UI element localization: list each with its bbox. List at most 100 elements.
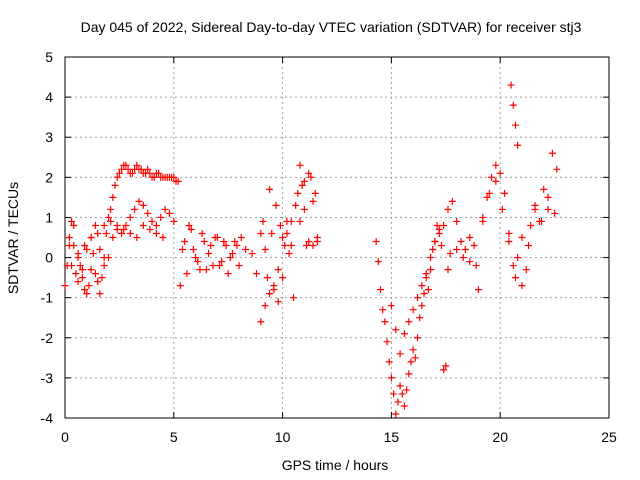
- data-point: [531, 205, 539, 213]
- data-point: [405, 370, 413, 378]
- data-point: [161, 205, 169, 213]
- data-point: [266, 185, 274, 193]
- data-point: [122, 221, 130, 229]
- grid: [65, 57, 609, 418]
- data-point: [152, 229, 160, 237]
- data-point: [237, 234, 245, 241]
- data-point: [405, 318, 413, 326]
- data-point: [257, 318, 265, 326]
- data-point: [444, 205, 452, 213]
- data-point: [524, 242, 532, 250]
- data-point: [459, 254, 467, 262]
- data-point: [187, 225, 195, 233]
- data-point: [181, 238, 189, 246]
- data-point: [189, 246, 197, 254]
- data-point: [514, 254, 522, 262]
- data-point: [235, 262, 243, 270]
- data-point: [137, 165, 145, 173]
- data-point: [427, 254, 435, 262]
- data-point: [407, 358, 415, 366]
- data-point: [215, 262, 223, 270]
- data-point: [131, 205, 139, 213]
- data-point: [485, 189, 493, 197]
- data-point: [394, 398, 402, 406]
- data-point: [440, 221, 448, 229]
- data-point: [538, 217, 546, 225]
- data-point: [70, 221, 78, 229]
- data-point: [379, 306, 387, 314]
- data-point: [159, 234, 167, 241]
- data-point: [78, 266, 86, 274]
- data-point: [170, 217, 178, 225]
- data-point: [65, 234, 73, 241]
- data-point: [185, 221, 193, 229]
- data-point: [466, 234, 474, 241]
- data-point: [377, 286, 385, 294]
- data-point: [300, 205, 308, 213]
- data-point: [183, 270, 191, 278]
- data-point: [224, 270, 232, 278]
- data-point: [414, 294, 422, 302]
- data-point: [289, 294, 297, 302]
- data-point: [242, 246, 250, 254]
- data-point: [248, 250, 256, 258]
- data-point: [133, 161, 141, 169]
- data-point: [431, 238, 439, 246]
- data-point: [298, 181, 306, 189]
- data-point: [400, 330, 408, 338]
- data-point: [113, 173, 121, 181]
- data-point: [461, 246, 469, 254]
- data-point: [453, 217, 461, 225]
- y-tick-label: -4: [41, 410, 54, 426]
- data-point: [544, 193, 552, 201]
- data-point: [403, 386, 411, 394]
- data-point: [522, 266, 530, 274]
- data-point: [305, 169, 313, 177]
- plot-frame: [64, 56, 610, 419]
- data-point: [220, 238, 228, 246]
- data-point: [453, 246, 461, 254]
- data-point: [144, 209, 152, 217]
- data-point: [474, 286, 482, 294]
- data-point: [544, 205, 552, 213]
- data-point: [113, 221, 121, 229]
- data-point: [68, 262, 76, 270]
- data-point: [133, 234, 141, 241]
- data-point: [146, 169, 154, 177]
- data-point: [209, 262, 217, 270]
- data-point: [87, 234, 95, 241]
- data-point: [261, 302, 269, 310]
- y-axis-label: SDTVAR / TECUs: [5, 182, 21, 294]
- x-tick-label: 10: [275, 429, 291, 445]
- data-point: [105, 254, 113, 262]
- data-point: [505, 238, 513, 246]
- data-point: [218, 258, 226, 266]
- data-point: [276, 221, 284, 229]
- data-point: [139, 221, 147, 229]
- data-point: [81, 242, 89, 250]
- x-tick-label: 20: [492, 429, 508, 445]
- data-point: [435, 225, 443, 233]
- data-point: [287, 242, 295, 250]
- data-point: [85, 282, 93, 290]
- data-point: [509, 262, 517, 270]
- data-point: [414, 334, 422, 342]
- data-point: [135, 197, 143, 205]
- data-point: [257, 229, 265, 237]
- data-point: [261, 246, 269, 254]
- data-point: [146, 225, 154, 233]
- data-point: [392, 410, 400, 418]
- data-point: [433, 221, 441, 229]
- data-point: [303, 242, 311, 250]
- data-points: [61, 81, 561, 418]
- data-point: [313, 238, 321, 246]
- data-point: [109, 193, 117, 201]
- data-point: [207, 242, 215, 250]
- data-point: [65, 242, 73, 250]
- data-point: [170, 173, 178, 181]
- data-point: [437, 242, 445, 250]
- data-point: [398, 390, 406, 398]
- data-point: [511, 121, 519, 129]
- data-point: [155, 169, 163, 177]
- data-point: [509, 101, 517, 109]
